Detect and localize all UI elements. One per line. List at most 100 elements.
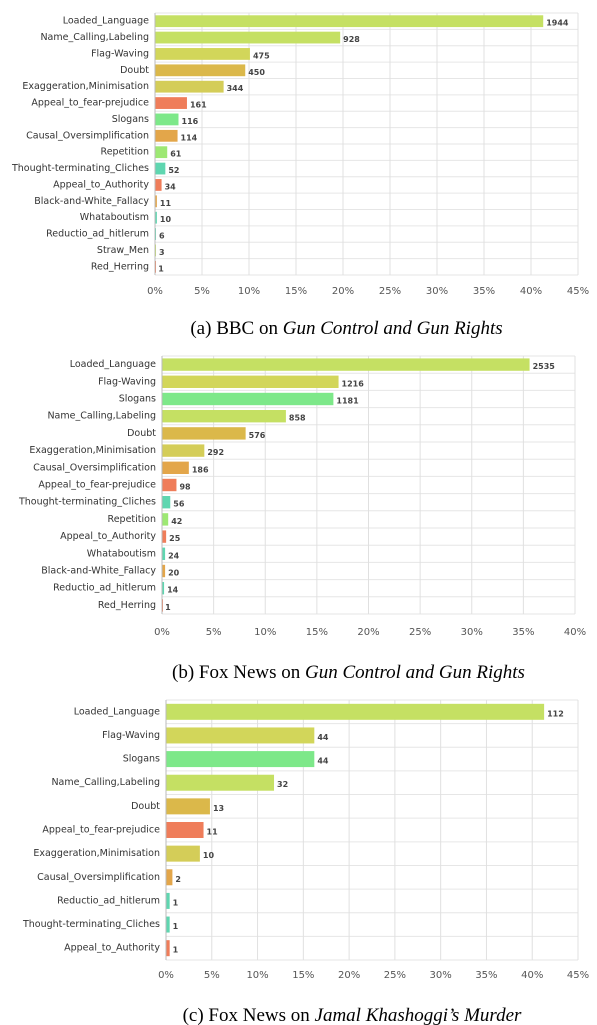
count-label: 1 xyxy=(158,264,164,273)
category-label: Whataboutism xyxy=(80,212,149,223)
count-label: 44 xyxy=(317,757,329,766)
count-label: 1181 xyxy=(336,397,359,406)
count-label: 1944 xyxy=(546,19,569,28)
category-label: Name_Calling,Labeling xyxy=(40,32,149,43)
count-label: 6 xyxy=(159,232,165,241)
bar xyxy=(162,461,189,474)
x-tick-label: 35% xyxy=(473,286,495,297)
count-label: 34 xyxy=(165,182,177,191)
bar xyxy=(155,48,250,60)
x-tick-label: 10% xyxy=(238,286,260,297)
category-label: Appeal_to_fear-prejudice xyxy=(42,825,160,836)
x-tick-label: 30% xyxy=(430,970,452,981)
bar xyxy=(162,427,246,440)
count-label: 1 xyxy=(165,603,171,612)
count-label: 52 xyxy=(168,166,179,175)
bar xyxy=(155,195,157,208)
x-tick-label: 5% xyxy=(194,286,210,297)
bar xyxy=(162,358,530,371)
bar xyxy=(166,845,200,862)
count-label: 20 xyxy=(168,569,180,578)
bar xyxy=(162,513,169,526)
bar xyxy=(162,392,334,406)
bar xyxy=(162,478,177,492)
bar xyxy=(162,410,286,423)
bar xyxy=(166,916,170,933)
category-label: Red_Herring xyxy=(91,261,149,272)
category-label: Reductio_ad_hitlerum xyxy=(57,895,160,906)
count-label: 1 xyxy=(173,946,179,955)
bar xyxy=(155,64,246,77)
category-label: Loaded_Language xyxy=(70,359,156,370)
caption: (c) Fox News on Jamal Khashoggi’s Murder xyxy=(183,1005,522,1025)
bar xyxy=(155,97,187,109)
bar xyxy=(155,129,178,142)
bar xyxy=(162,547,166,560)
x-tick-label: 10% xyxy=(246,970,268,981)
caption-topic: Gun Control and Gun Rights xyxy=(305,662,525,683)
bar xyxy=(166,822,204,838)
caption-prefix: (c) Fox News on xyxy=(183,1005,311,1025)
count-label: 1 xyxy=(173,898,179,907)
count-label: 161 xyxy=(190,101,207,110)
category-label: Name_Calling,Labeling xyxy=(51,777,160,788)
count-label: 292 xyxy=(207,448,224,457)
x-tick-label: 15% xyxy=(292,970,314,981)
x-tick-label: 40% xyxy=(521,970,543,981)
bar xyxy=(162,444,205,457)
bar xyxy=(155,80,224,93)
category-label: Exaggeration,Minimisation xyxy=(22,81,149,92)
bar xyxy=(155,162,166,175)
x-tick-label: 45% xyxy=(567,970,589,981)
count-label: 116 xyxy=(182,117,199,126)
category-label: Appeal_to_Authority xyxy=(64,943,160,954)
bar xyxy=(155,15,544,28)
x-tick-label: 5% xyxy=(204,970,220,981)
category-label: Doubt xyxy=(120,65,149,76)
category-label: Slogans xyxy=(112,114,149,125)
count-label: 186 xyxy=(192,465,209,474)
count-label: 25 xyxy=(169,534,181,543)
count-label: 32 xyxy=(277,780,288,789)
count-label: 61 xyxy=(170,150,182,159)
bar xyxy=(166,703,545,720)
category-label: Reductio_ad_hitlerum xyxy=(53,583,156,594)
category-label: Exaggeration,Minimisation xyxy=(29,445,156,456)
category-label: Repetition xyxy=(108,514,156,525)
category-label: Doubt xyxy=(131,801,160,812)
x-tick-label: 25% xyxy=(379,286,401,297)
category-label: Repetition xyxy=(101,147,149,158)
x-tick-label: 0% xyxy=(147,286,163,297)
count-label: 14 xyxy=(167,586,179,595)
count-label: 1216 xyxy=(342,379,365,388)
x-tick-label: 25% xyxy=(384,970,406,981)
count-label: 475 xyxy=(253,51,270,60)
count-label: 98 xyxy=(179,483,191,492)
x-tick-label: 35% xyxy=(512,627,534,638)
x-tick-label: 40% xyxy=(520,286,542,297)
count-label: 344 xyxy=(227,84,244,93)
bar xyxy=(155,146,168,159)
bar xyxy=(166,940,170,957)
category-label: Appeal_to_fear-prejudice xyxy=(31,98,149,109)
category-label: Causal_Oversimplification xyxy=(37,872,160,883)
x-tick-label: 15% xyxy=(285,286,307,297)
category-label: Appeal_to_fear-prejudice xyxy=(38,480,156,491)
x-tick-label: 40% xyxy=(564,627,586,638)
x-tick-label: 45% xyxy=(567,286,589,297)
bar xyxy=(162,582,165,595)
caption-topic: Gun Control and Gun Rights xyxy=(283,318,503,339)
category-label: Doubt xyxy=(127,428,156,439)
count-label: 10 xyxy=(160,215,172,224)
count-label: 56 xyxy=(173,500,185,509)
category-label: Red_Herring xyxy=(98,600,156,611)
category-label: Flag-Waving xyxy=(91,48,149,59)
count-label: 2535 xyxy=(533,362,556,371)
count-label: 24 xyxy=(168,551,180,560)
count-label: 13 xyxy=(213,804,224,813)
x-tick-label: 30% xyxy=(426,286,448,297)
count-label: 42 xyxy=(171,517,182,526)
category-label: Appeal_to_Authority xyxy=(53,179,149,190)
x-tick-label: 5% xyxy=(206,627,222,638)
caption: (a) BBC on Gun Control and Gun Rights xyxy=(190,318,502,339)
